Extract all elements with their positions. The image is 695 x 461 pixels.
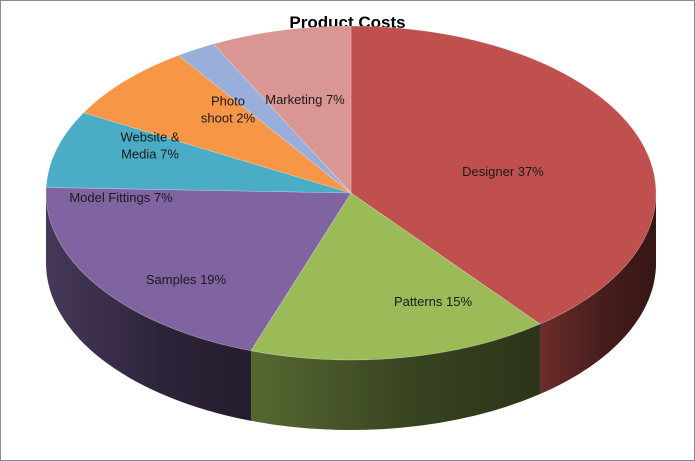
slice-label-designer: Designer 37% — [462, 164, 544, 179]
pie-side-shade — [46, 193, 251, 421]
pie-slice-designer — [350, 25, 657, 325]
pie-slice-samples — [45, 187, 352, 352]
pie-slice-photo-shoot — [177, 43, 352, 194]
slice-label-photo-shoot: Photo shoot 2% — [201, 94, 256, 126]
pie-slice-website-media — [82, 54, 352, 194]
pie-tops — [45, 25, 657, 361]
pie-sides — [46, 193, 656, 431]
pie-slice-patterns — [250, 192, 541, 361]
pie-slice-marketing — [212, 25, 352, 194]
slice-label-model-fittings: Model Fittings 7% — [69, 190, 173, 205]
pie-side-shade — [540, 193, 656, 395]
pie-slice-model-fittings — [45, 112, 352, 194]
slice-label-samples: Samples 19% — [146, 272, 227, 287]
slice-label-marketing: Marketing 7% — [265, 92, 345, 107]
slice-label-patterns: Patterns 15% — [394, 294, 472, 309]
slice-label-website-media: Website & Media 7% — [120, 130, 179, 162]
pie-labels: Designer 37% Patterns 15% Samples 19% Model… — [69, 92, 544, 309]
pie-side-shade — [250, 324, 541, 431]
